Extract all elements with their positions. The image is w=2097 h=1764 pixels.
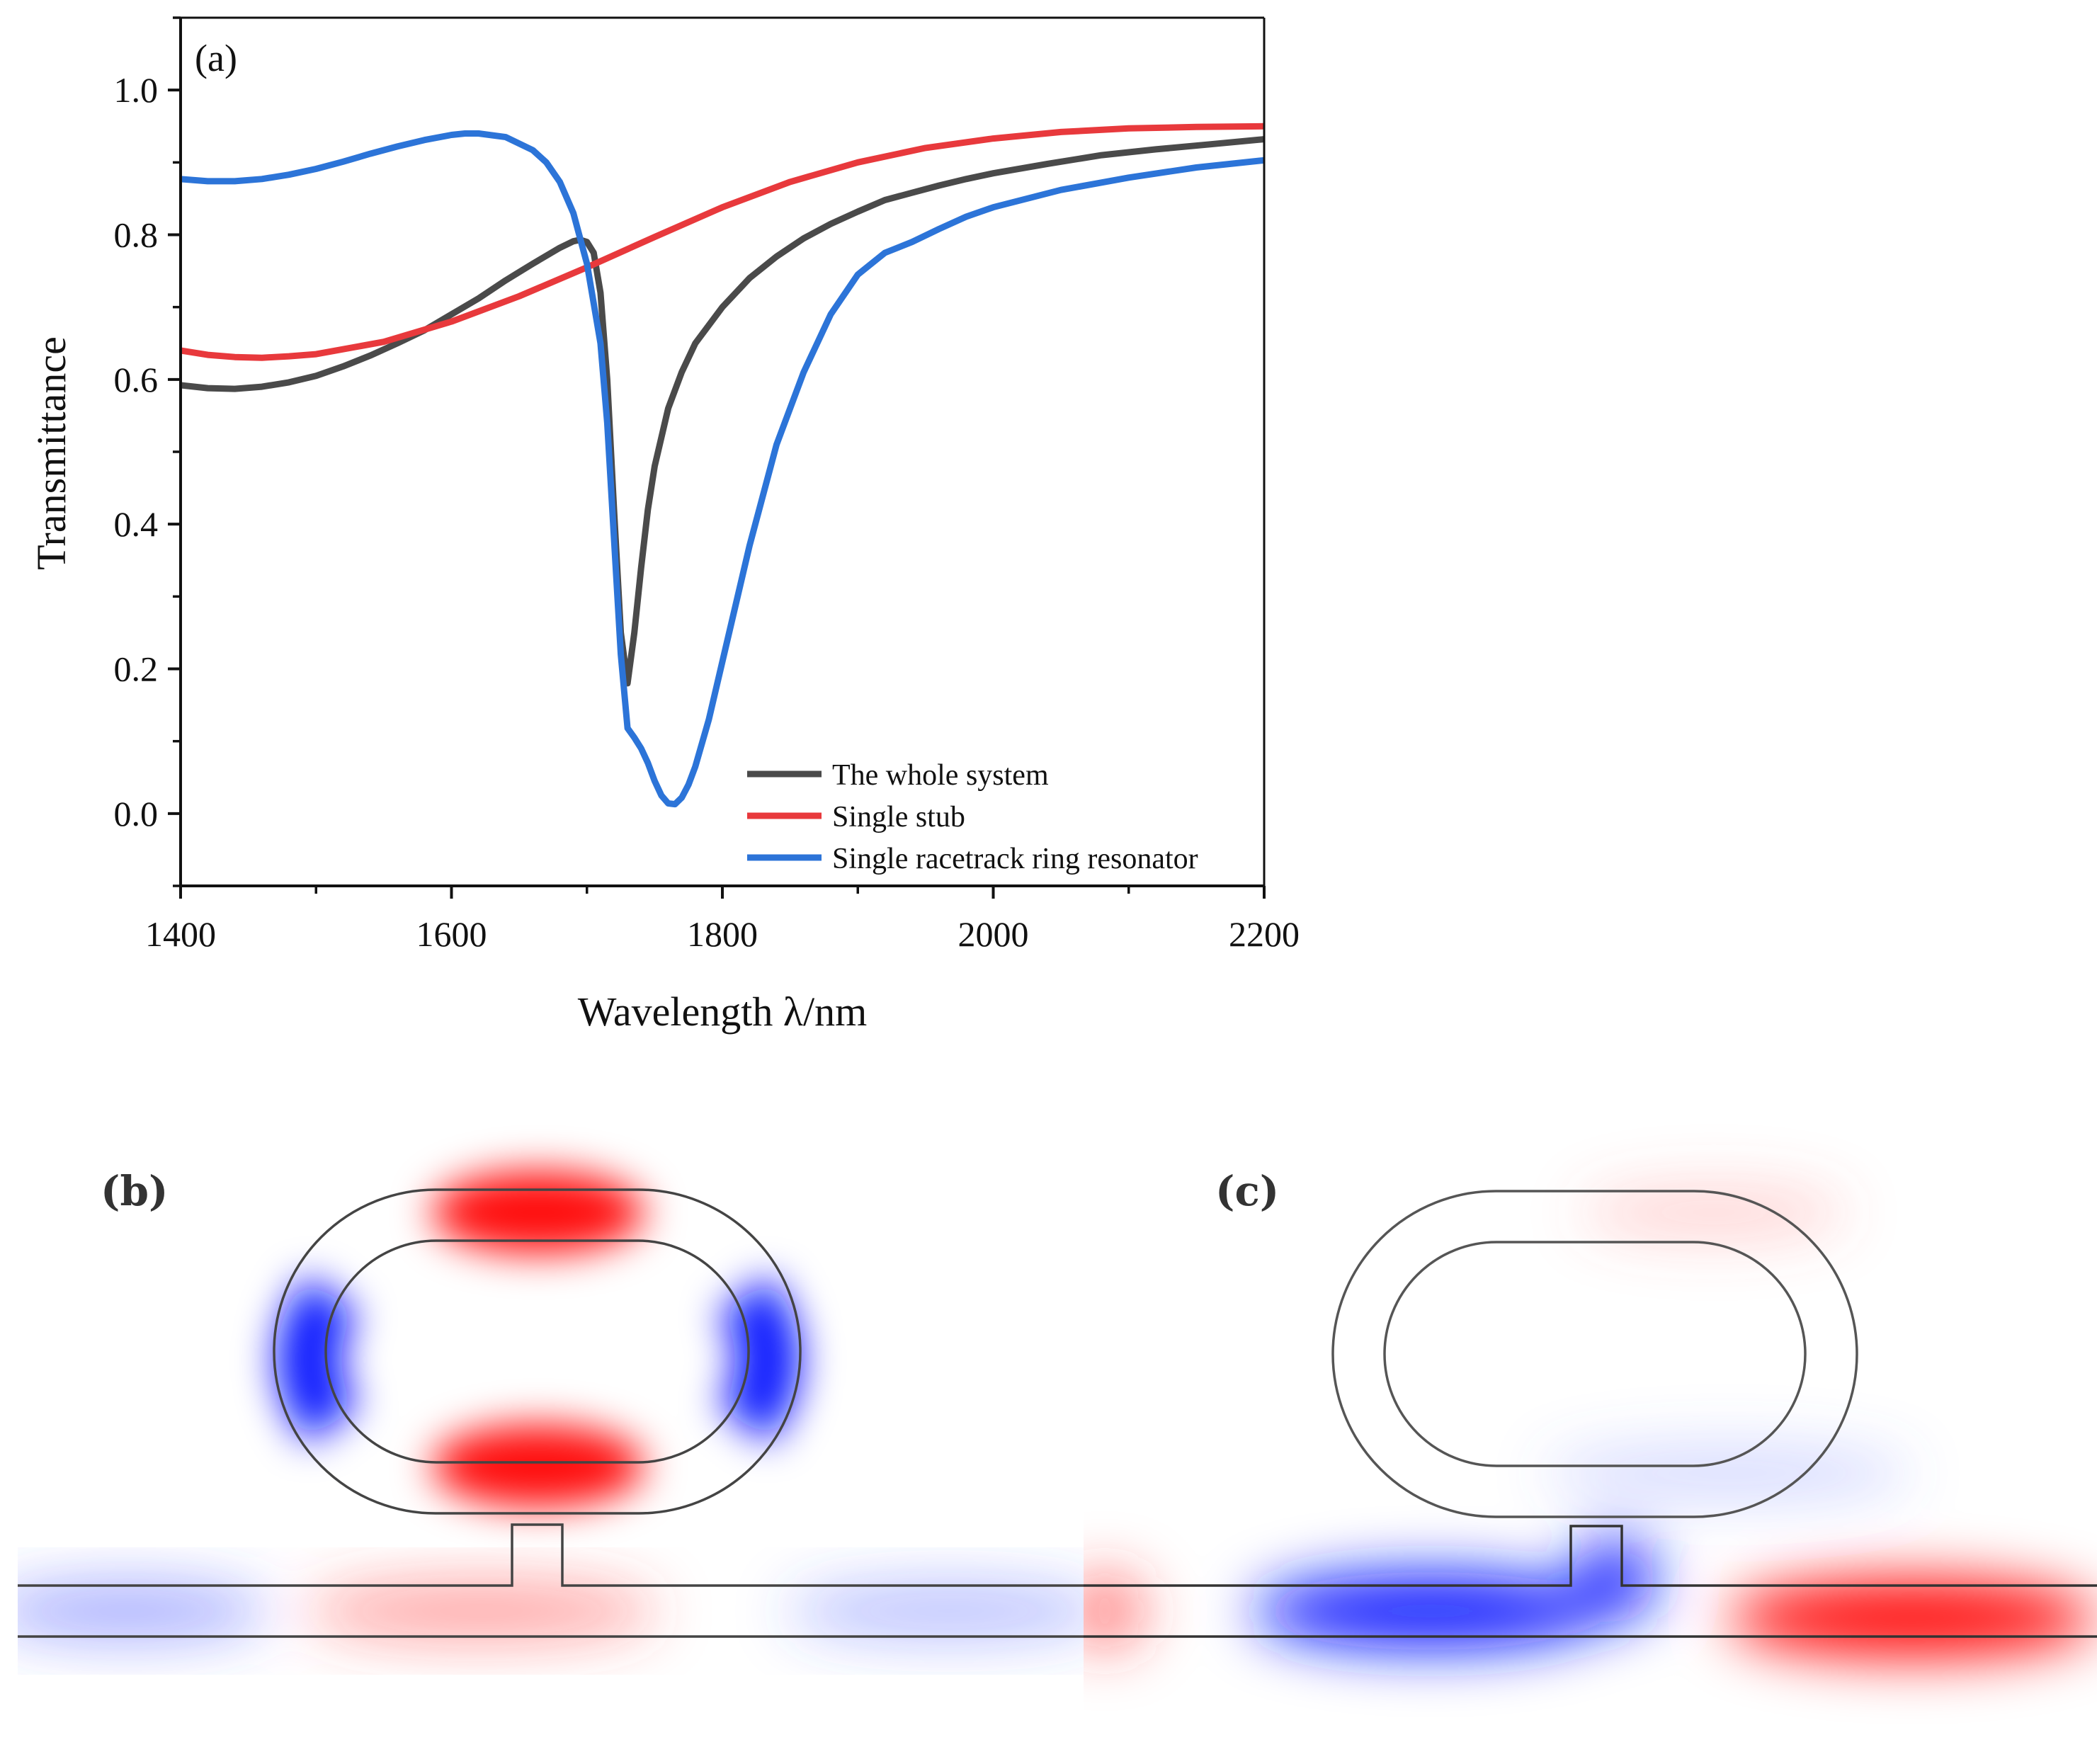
bus-waveguide-stub-b — [18, 1523, 1084, 1587]
panel-label-c: (c) — [1215, 1167, 1279, 1215]
x-tick-label: 2000 — [958, 914, 1029, 954]
x-tick-label: 1600 — [416, 914, 487, 954]
y-tick-label: 1.0 — [114, 70, 159, 110]
y-tick-label: 0.2 — [114, 649, 159, 689]
panel-label-a: (a) — [195, 37, 237, 79]
field-map-panel-c — [1084, 1119, 2097, 1749]
bus-waveguide-stub-c — [1084, 1525, 2097, 1587]
y-axis-title: Transmittance — [28, 336, 74, 570]
y-tick-label: 0.0 — [114, 794, 159, 833]
series-layer — [181, 123, 1264, 808]
x-tick-label: 2200 — [1229, 914, 1300, 954]
x-tick-label: 1400 — [145, 914, 216, 954]
racetrack-ring-inner-b — [324, 1239, 750, 1464]
series-line-single-racetrack-ring-resonator — [181, 130, 1264, 808]
series-line-single-stub — [181, 123, 1264, 361]
chart-panel-a: 1400 1600 1800 2000 2200 0.0 0.2 0.4 0.6 0.8 1.0 (… — [28, 16, 1300, 1035]
y-tick-label: 0.4 — [114, 504, 159, 544]
ticks-layer — [168, 16, 1266, 899]
panel-label-b: (b) — [101, 1167, 168, 1215]
x-tick-label: 1800 — [687, 914, 758, 954]
y-tick-label: 0.6 — [114, 360, 159, 399]
series-line-the-whole-system — [181, 136, 1264, 687]
racetrack-ring-inner-c — [1383, 1241, 1807, 1467]
field-map-panel-b — [18, 1119, 1084, 1749]
legend: The whole system Single stub Single race… — [747, 759, 1198, 875]
racetrack-ring-outer-c — [1331, 1190, 1858, 1518]
legend-label-single-stub: Single stub — [832, 801, 965, 833]
y-tick-label: 0.8 — [114, 215, 159, 255]
racetrack-ring-outer-b — [273, 1188, 802, 1515]
legend-label-whole-system: The whole system — [832, 759, 1049, 792]
tick-labels-layer: 1400 1600 1800 2000 2200 0.0 0.2 0.4 0.6 0.8 1.0 — [114, 70, 1300, 954]
x-axis-title: Wavelength λ/nm — [578, 989, 867, 1035]
legend-label-racetrack: Single racetrack ring resonator — [832, 843, 1198, 875]
